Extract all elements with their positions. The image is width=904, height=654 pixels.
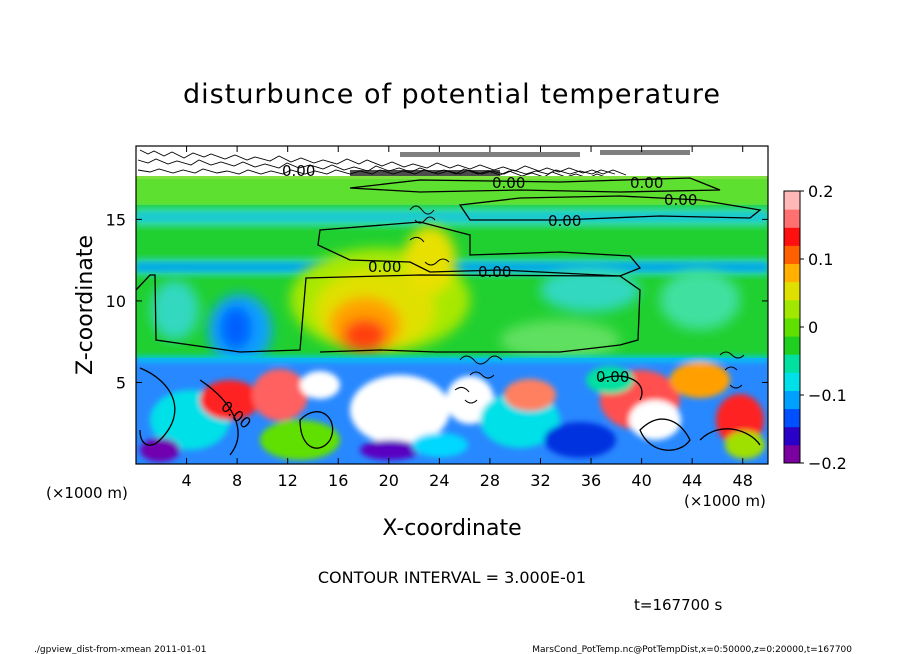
plot-area [136, 146, 768, 464]
contour-cluster [409, 205, 745, 404]
contour-label: 0.00 [492, 174, 525, 192]
colorbar-segment [784, 245, 800, 265]
x-tick-label: 24 [429, 471, 449, 490]
colorbar-segment [784, 227, 800, 246]
x-tick-label: 44 [682, 471, 702, 490]
colorbar-tick-label: 0.2 [808, 182, 833, 201]
colorbar-segment [784, 209, 800, 228]
colorbar-tick-label: 0 [808, 318, 818, 337]
colorbar-segment [784, 390, 800, 410]
plot-frame [135, 145, 769, 465]
colorbar: 0.2 0.1 0 −0.1 −0.2 [784, 182, 847, 473]
x-tick-label: 48 [733, 471, 753, 490]
z-unit-label: (×1000 m) [46, 484, 128, 502]
colorbar-frame [783, 190, 801, 464]
footer-left: ./gpview_dist-from-xmean 2011-01-01 [34, 645, 206, 654]
turbulent-layer [136, 356, 768, 464]
colorbar-tick-label: 0.1 [808, 250, 833, 269]
x-axis-label: X-coordinate [382, 516, 521, 541]
colorbar-segment [784, 317, 800, 337]
colorbar-segment [784, 408, 800, 428]
time-text: t=167700 s [634, 596, 722, 614]
y-tick-label: 10 [106, 292, 126, 311]
contour-interval-text: CONTOUR INTERVAL = 3.000E-01 [318, 568, 586, 587]
x-tick-label: 12 [278, 471, 298, 490]
x-tick-label: 4 [181, 471, 191, 490]
contour-label: 0.00 [368, 258, 401, 276]
x-tick-label: 20 [379, 471, 399, 490]
colorbar-segment [784, 444, 800, 464]
x-tick-label: 32 [530, 471, 550, 490]
colorbar-segment [784, 426, 800, 446]
contour-label: 0.00 [630, 174, 663, 192]
colorbar-segment [784, 354, 800, 373]
chart-title: disturbunce of potential temperature [183, 79, 721, 110]
y-tick-label: 5 [116, 373, 126, 392]
contour-label: 0.00 [282, 162, 315, 180]
colorbar-segment [784, 299, 800, 319]
contour-label: 0.00 [664, 191, 697, 209]
y-tick-label: 15 [106, 210, 126, 229]
x-tick-label: 28 [480, 471, 500, 490]
x-tick-label: 8 [232, 471, 242, 490]
contour-label: 0.00 [596, 368, 629, 386]
x-unit-label: (×1000 m) [684, 492, 766, 510]
footer-right: MarsCond_PotTemp.nc@PotTempDist,x=0:5000… [532, 645, 852, 654]
colorbar-segment [784, 336, 800, 355]
colorbar-segment [784, 191, 800, 210]
contour-label: 0.00 [478, 263, 511, 281]
colorbar-segment [784, 281, 800, 301]
warm-anomaly [290, 226, 470, 353]
x-tick-label: 16 [328, 471, 348, 490]
contour-label-group: 0.00 0.00 0.00 0.00 0.00 0.00 0.00 0.00 … [217, 162, 697, 433]
contour-lines [136, 177, 762, 456]
contour-label: 0.00 [548, 212, 581, 230]
x-tick-label: 36 [581, 471, 601, 490]
colorbar-tick-label: −0.1 [808, 386, 847, 405]
x-tick-label: 40 [631, 471, 651, 490]
y-axis-label: Z-coordinate [73, 235, 98, 375]
colorbar-segment [784, 263, 800, 283]
colorbar-tick-label: −0.2 [808, 454, 847, 473]
colorbar-segment [784, 372, 800, 391]
